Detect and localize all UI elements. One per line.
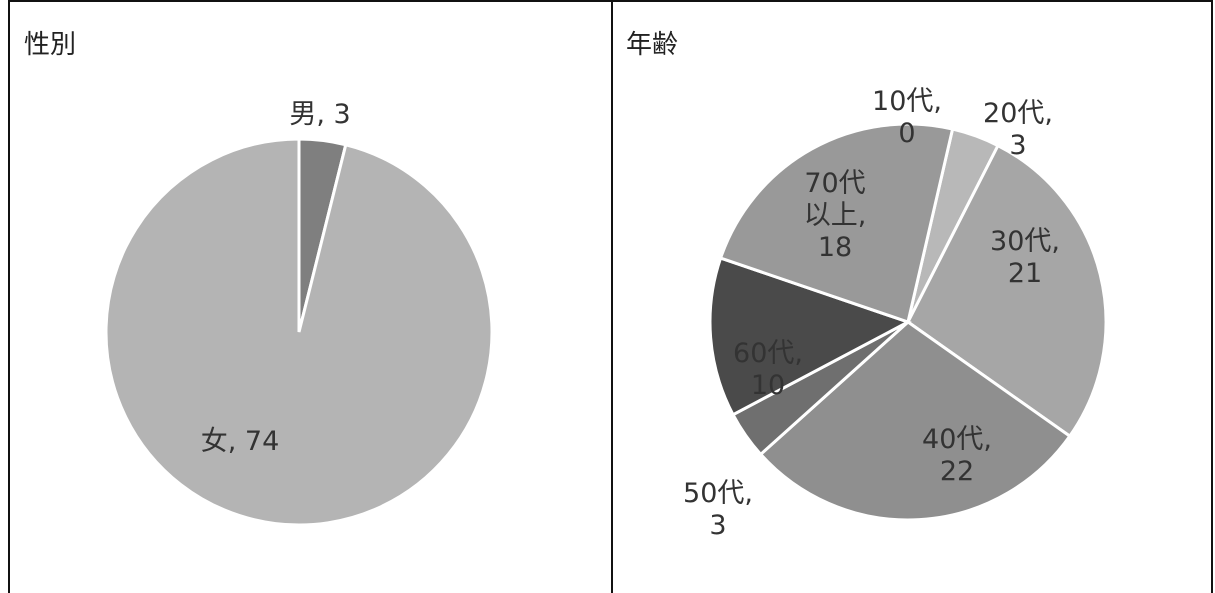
gender-chart-title: 性別 bbox=[24, 30, 77, 60]
data-label-1-5: 60代, 10 bbox=[733, 338, 803, 401]
data-label-1-2: 30代, 21 bbox=[990, 226, 1060, 289]
pie-slice-1-6 bbox=[718, 122, 955, 324]
data-label-1-1: 20代, 3 bbox=[983, 98, 1053, 161]
chart-frame bbox=[8, 0, 1213, 593]
data-label-1-6: 70代以上, 18 bbox=[804, 168, 867, 263]
data-label-0-0: 男, 3 bbox=[289, 99, 350, 130]
panel-divider bbox=[611, 0, 613, 593]
data-label-1-3: 40代, 22 bbox=[922, 424, 992, 487]
age-chart-title: 年齢 bbox=[626, 30, 679, 60]
pie-slice-0-1 bbox=[104, 137, 494, 527]
pie-slice-1-3 bbox=[758, 320, 1072, 522]
data-label-1-0: 10代, 0 bbox=[872, 86, 942, 149]
pie-slice-1-2 bbox=[906, 143, 1108, 439]
data-label-0-1: 女, 74 bbox=[201, 426, 280, 457]
data-label-1-4: 50代, 3 bbox=[683, 478, 753, 541]
pie-slice-1-5 bbox=[708, 256, 912, 417]
